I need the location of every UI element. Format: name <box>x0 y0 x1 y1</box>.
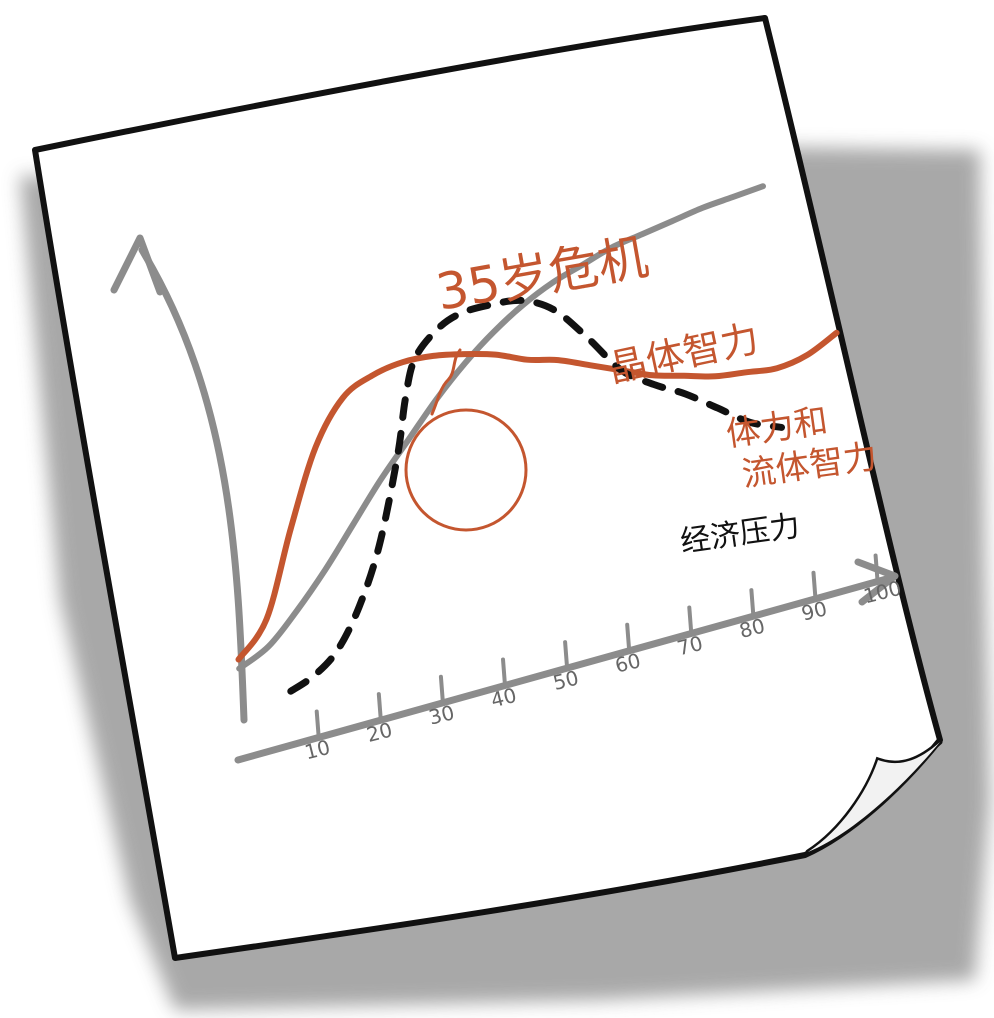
paper-curl-fill <box>808 742 940 852</box>
x-tick-label-50: 50 <box>551 666 582 695</box>
x-tick-label-20: 20 <box>364 718 395 747</box>
crisis-circle <box>404 408 528 532</box>
x-tick-60 <box>625 622 632 653</box>
x-tick-label-70: 70 <box>675 631 706 660</box>
x-tick-40 <box>501 657 508 688</box>
x-axis <box>234 558 899 764</box>
x-tick-90 <box>811 570 818 601</box>
x-tick-30 <box>438 674 445 705</box>
series-physical-fluid-intelligence <box>235 329 840 663</box>
crisis-pointer <box>430 348 462 416</box>
x-tick-20 <box>376 692 383 723</box>
x-tick-80 <box>749 588 756 619</box>
x-tick-100 <box>873 553 880 584</box>
x-tick-label-60: 60 <box>613 648 644 677</box>
x-tick-10 <box>314 709 321 740</box>
x-tick-label-80: 80 <box>737 614 768 643</box>
series-layer <box>235 183 840 695</box>
series-crystallized-intelligence <box>236 183 766 672</box>
x-tick-label-90: 90 <box>799 596 830 625</box>
x-tick-70 <box>687 605 694 636</box>
x-tick-label-40: 40 <box>488 683 519 712</box>
x-ticks <box>314 553 880 740</box>
x-tick-50 <box>563 640 570 671</box>
x-tick-label-30: 30 <box>426 700 457 729</box>
series-economic-pressure <box>287 296 785 695</box>
x-tick-label-10: 10 <box>302 735 333 764</box>
